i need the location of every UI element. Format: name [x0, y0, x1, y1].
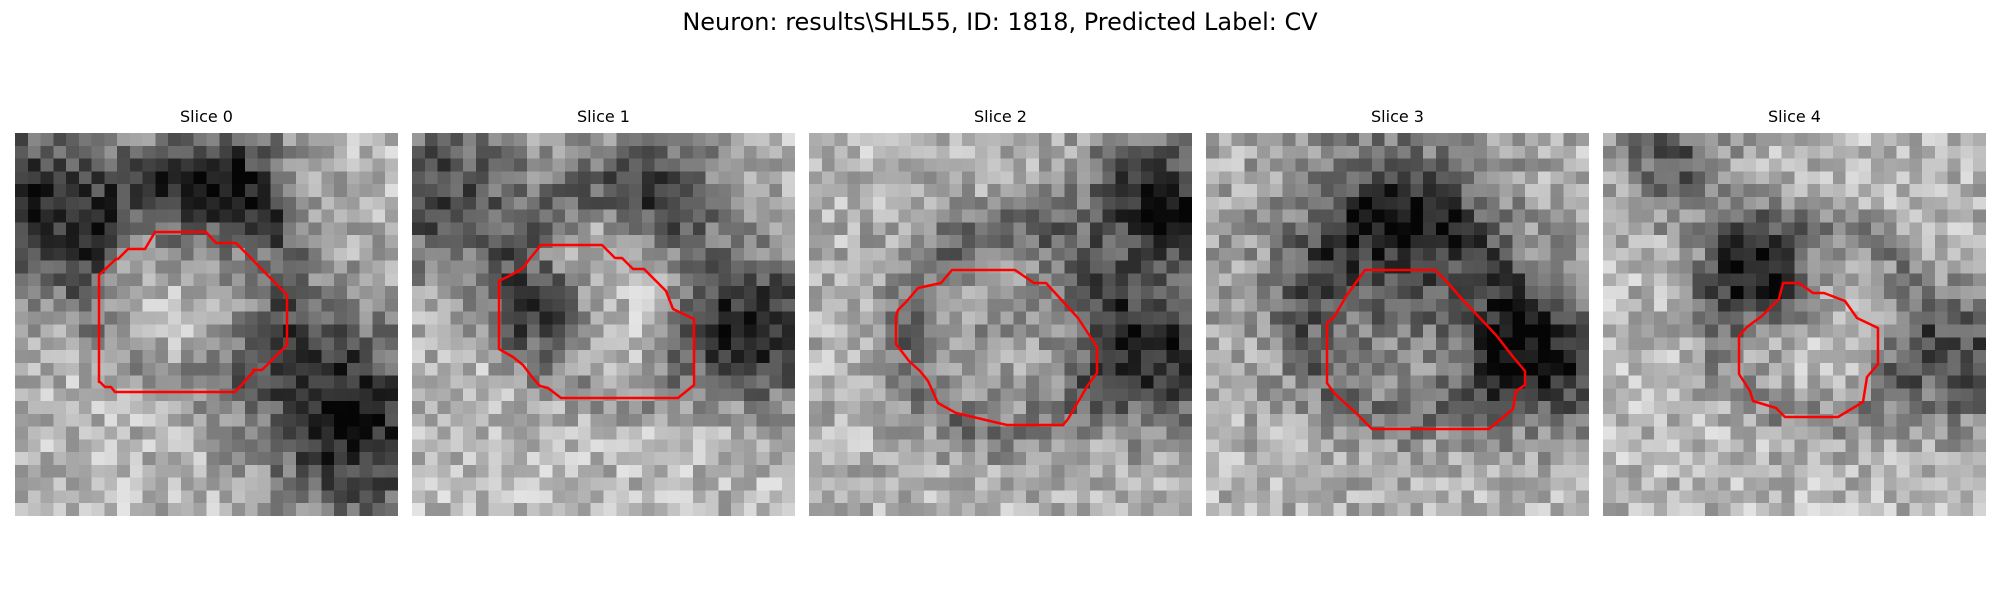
- slice-image-3: [1206, 133, 1589, 516]
- slice-contour-overlay-3: [1325, 268, 1527, 431]
- slice-image-1: [412, 133, 795, 516]
- slice-contour-overlay-2: [894, 268, 1099, 427]
- slice-micrograph-3: [1206, 133, 1589, 516]
- figure-title: Neuron: results\SHL55, ID: 1818, Predict…: [682, 8, 1318, 36]
- slice-title-1: Slice 1: [577, 107, 630, 126]
- slice-title-3: Slice 3: [1371, 107, 1424, 126]
- slice-contour-overlay-0: [97, 230, 289, 394]
- slice-title-4: Slice 4: [1768, 107, 1821, 126]
- slice-title-2: Slice 2: [974, 107, 1027, 126]
- slice-micrograph-1: [412, 133, 795, 516]
- segmentation-contour-2: [894, 268, 1099, 427]
- segmentation-contour-4: [1737, 281, 1880, 419]
- slice-image-0: [15, 133, 398, 516]
- segmentation-contour-0: [97, 230, 289, 394]
- slice-image-2: [809, 133, 1192, 516]
- slice-contour-overlay-1: [497, 243, 696, 400]
- slice-image-4: [1603, 133, 1986, 516]
- slice-micrograph-0: [15, 133, 398, 516]
- slice-micrograph-4: [1603, 133, 1986, 516]
- slice-title-0: Slice 0: [180, 107, 233, 126]
- slice-micrograph-2: [809, 133, 1192, 516]
- segmentation-contour-3: [1325, 268, 1527, 431]
- segmentation-contour-1: [497, 243, 696, 400]
- slice-contour-overlay-4: [1737, 281, 1880, 419]
